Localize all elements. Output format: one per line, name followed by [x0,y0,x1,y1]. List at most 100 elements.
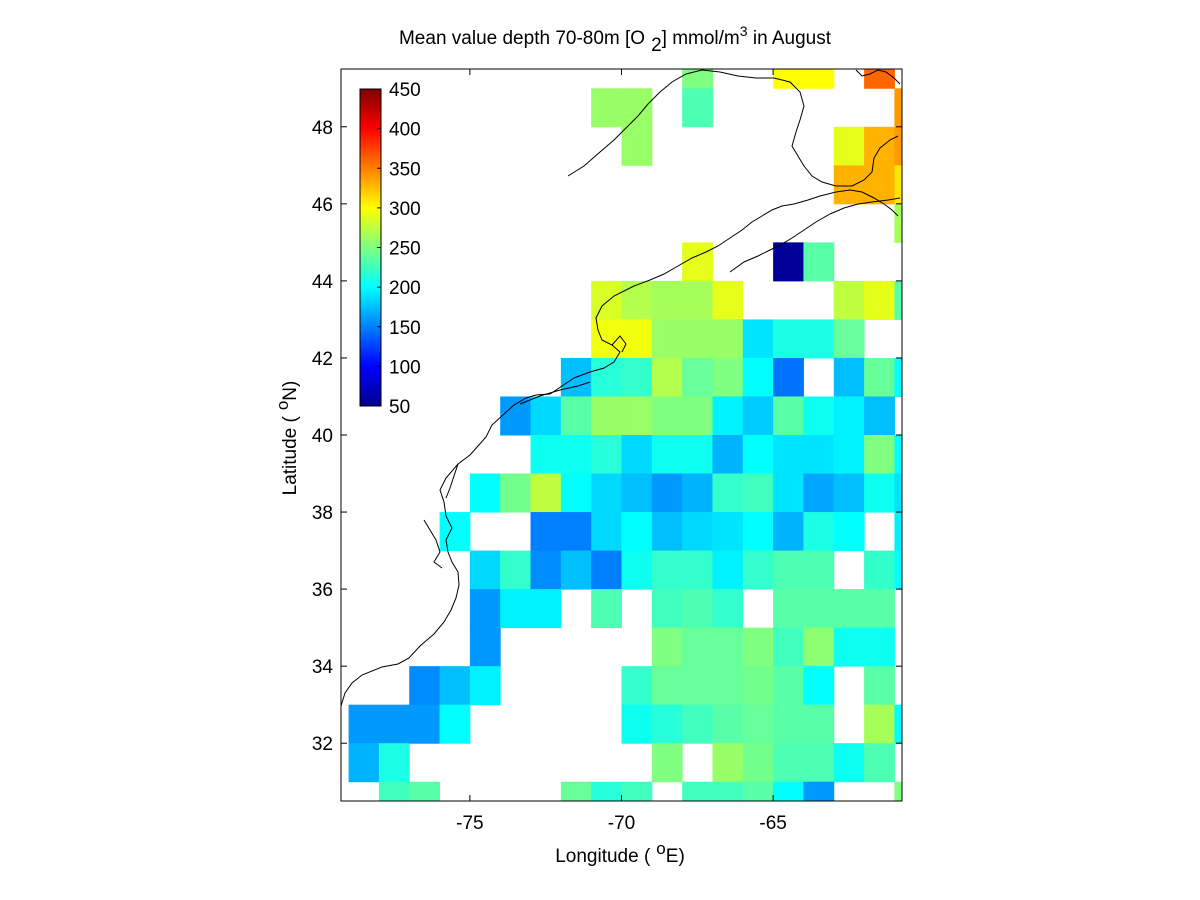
y-tick-label: 36 [312,580,333,601]
heatmap-cell [833,743,865,783]
heatmap-cell [773,550,804,590]
heatmap-cell [651,550,683,590]
heatmap-cell [621,512,653,552]
heatmap-cell [864,280,895,320]
heatmap-cell [833,357,865,397]
chart-title: Mean value depth 70-80m [O 2] mmol/m3 in … [399,23,832,56]
heatmap-cell [348,704,380,744]
heatmap-cell [803,319,835,359]
heatmap-cell [773,627,804,667]
heatmap-cell [591,473,622,513]
heatmap-cell [894,357,902,397]
heatmap-cell [651,743,683,783]
heatmap-cell [591,781,622,801]
heatmap-cell [803,69,835,89]
heatmap-cell [803,781,835,801]
y-tick-label: 34 [312,657,334,678]
heatmap-cell [894,704,902,744]
heatmap-cell [864,704,895,744]
heatmap-cell [378,743,410,783]
heatmap-cell [651,319,683,359]
heatmap-cell [651,435,683,475]
x-tick-label: -65 [759,813,786,834]
heatmap-cell [439,512,471,552]
heatmap-cell [682,589,713,629]
heatmap-cell [864,550,895,590]
heatmap-cell [742,396,774,436]
heatmap-cell [864,743,895,783]
y-tick-label: 46 [312,195,333,216]
heatmap-cell [591,550,622,590]
heatmap-cell [742,550,774,590]
heatmap-cell [591,280,622,320]
x-axis-title: Longitude (oE) [555,839,685,867]
colorbar-tick-label: 300 [389,199,421,220]
heatmap-cell [833,435,865,475]
y-tick-label: 48 [312,118,333,139]
heatmap-cell [894,550,902,590]
x-tick-label: -70 [608,813,635,834]
heatmap-cell [682,319,713,359]
heatmap-cell [530,589,562,629]
heatmap-cell [803,589,835,629]
heatmap-cell [742,512,774,552]
heatmap-cell [803,666,835,706]
heatmap-cell [530,473,562,513]
heatmap-cell [773,357,804,397]
heatmap-cell [378,781,410,801]
heatmap-cell [348,743,380,783]
heatmap-cell [712,589,744,629]
heatmap-cell [864,435,895,475]
heatmap-cell [682,550,713,590]
axis-ticks [341,69,902,801]
heatmap-cell [803,627,835,667]
colorbar-tick-label: 200 [389,278,421,299]
heatmap-cell [925,589,956,628]
heatmap-cell [682,781,713,801]
heatmap-cell [864,666,895,706]
heatmap-cell [682,357,713,397]
heatmap-cell [651,473,683,513]
heatmap-cell [378,704,410,744]
heatmap-cell [591,435,622,475]
y-tick-label: 42 [312,349,333,370]
heatmap-cells [348,69,956,801]
heatmap-cell [833,280,865,320]
heatmap-cell [712,550,744,590]
colorbar-tick-label: 450 [389,80,421,101]
heatmap-cell [651,512,683,552]
y-tick-label: 44 [312,272,334,293]
heatmap-cell [651,280,683,320]
heatmap-cell [682,396,713,436]
heatmap-cell [712,435,744,475]
heatmap-cell [742,627,774,667]
heatmap-cell [925,474,956,513]
heatmap-cell [803,704,835,744]
heatmap-cell [621,88,653,128]
heatmap-cell [773,704,804,744]
colorbar-tick-label: 50 [389,397,410,418]
heatmap-cell [833,512,865,552]
heatmap-cell [712,357,744,397]
coastline-newfoundland [855,69,901,85]
heatmap-cell [682,704,713,744]
heatmap-cell [409,781,441,801]
heatmap-cell [742,666,774,706]
title-main: Mean value depth 70-80m [O [399,28,645,49]
heatmap-cell [712,743,744,783]
coastline-delaware-bay [445,463,459,499]
title-superscript: 3 [740,23,748,39]
axis-tick-labels: -75 -70 -65 32 34 36 38 40 42 44 46 48 [312,118,787,834]
heatmap-cell [803,743,835,783]
heatmap-cell [773,396,804,436]
heatmap-cell [773,435,804,475]
heatmap-cell [621,396,653,436]
heatmap-cell [682,666,713,706]
heatmap-cell [651,704,683,744]
heatmap-cell [591,396,622,436]
heatmap-cell [742,319,774,359]
coastline-nova-scotia [729,197,901,273]
xlabel-superscript: o [656,839,665,858]
heatmap-cell [803,242,835,282]
heatmap-cell [530,550,562,590]
